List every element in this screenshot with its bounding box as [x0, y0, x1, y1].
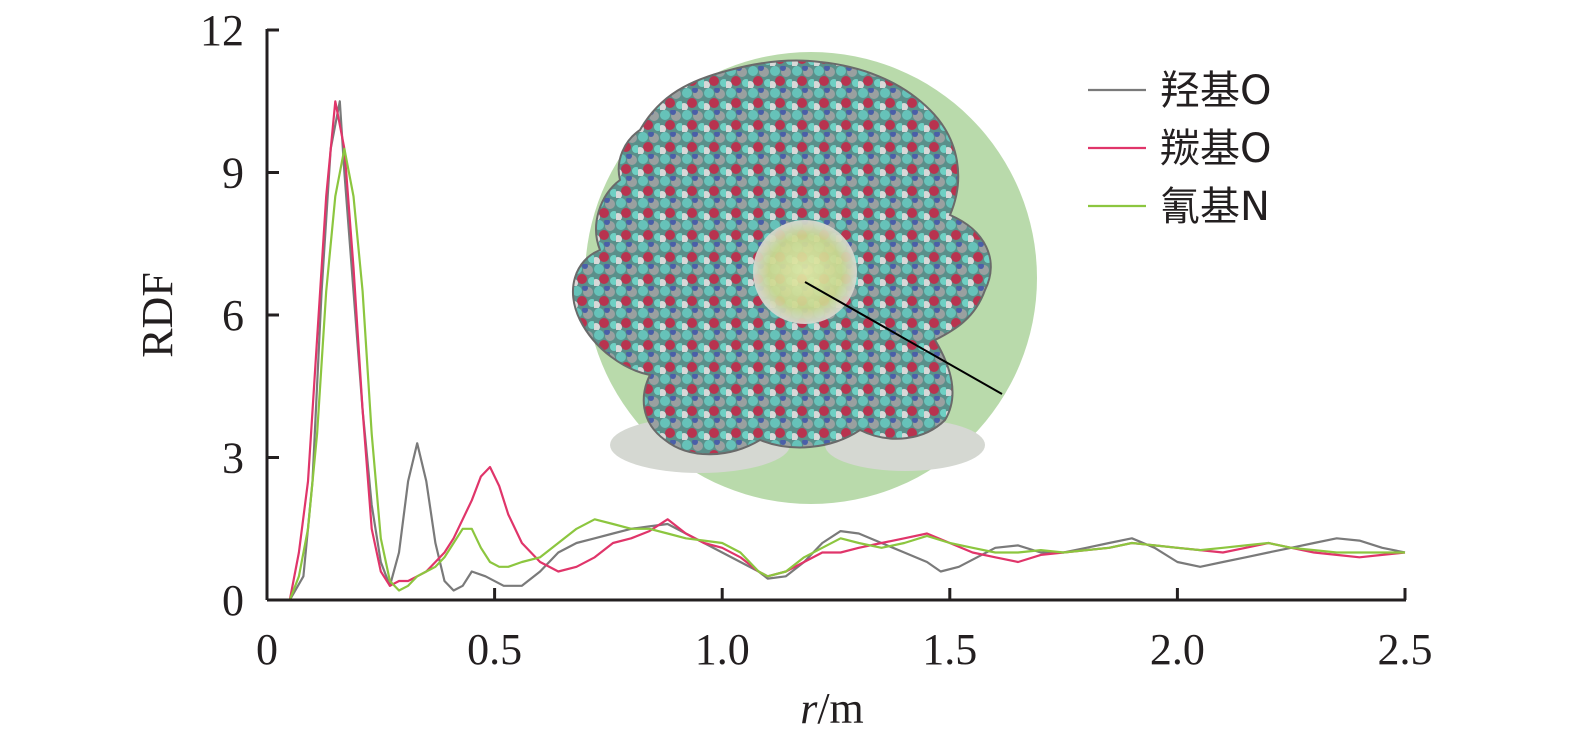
radius-marker: [804, 281, 1003, 395]
legend-label: 羰基O: [1160, 126, 1271, 172]
series-line-3: [288, 147, 1405, 601]
x-tick-label: 1.5: [922, 625, 977, 674]
x-tick-label: 0.5: [467, 625, 522, 674]
y-tick-label: 6: [222, 291, 244, 340]
x-tick-label: 2.0: [1150, 625, 1205, 674]
x-tick-label: 2.5: [1378, 625, 1433, 674]
molecular-model-inset: [571, 52, 1037, 504]
y-axis-label: RDF: [133, 272, 182, 358]
x-axis-label: r/m: [800, 684, 864, 733]
y-tick-label: 3: [222, 434, 244, 483]
y-tick-label: 0: [222, 576, 244, 625]
x-tick-label: 0: [256, 625, 278, 674]
y-tick-label: 12: [200, 6, 244, 55]
legend-label: 羟基O: [1160, 68, 1271, 114]
x-tick-label: 1.0: [695, 625, 750, 674]
legend-label: 氰基N: [1160, 184, 1270, 230]
legend: 羟基O 羰基O 氰基N: [1088, 68, 1271, 230]
y-tick-label: 9: [222, 149, 244, 198]
series-line-1: [288, 100, 1406, 601]
hydrophobic-core: [753, 220, 857, 324]
